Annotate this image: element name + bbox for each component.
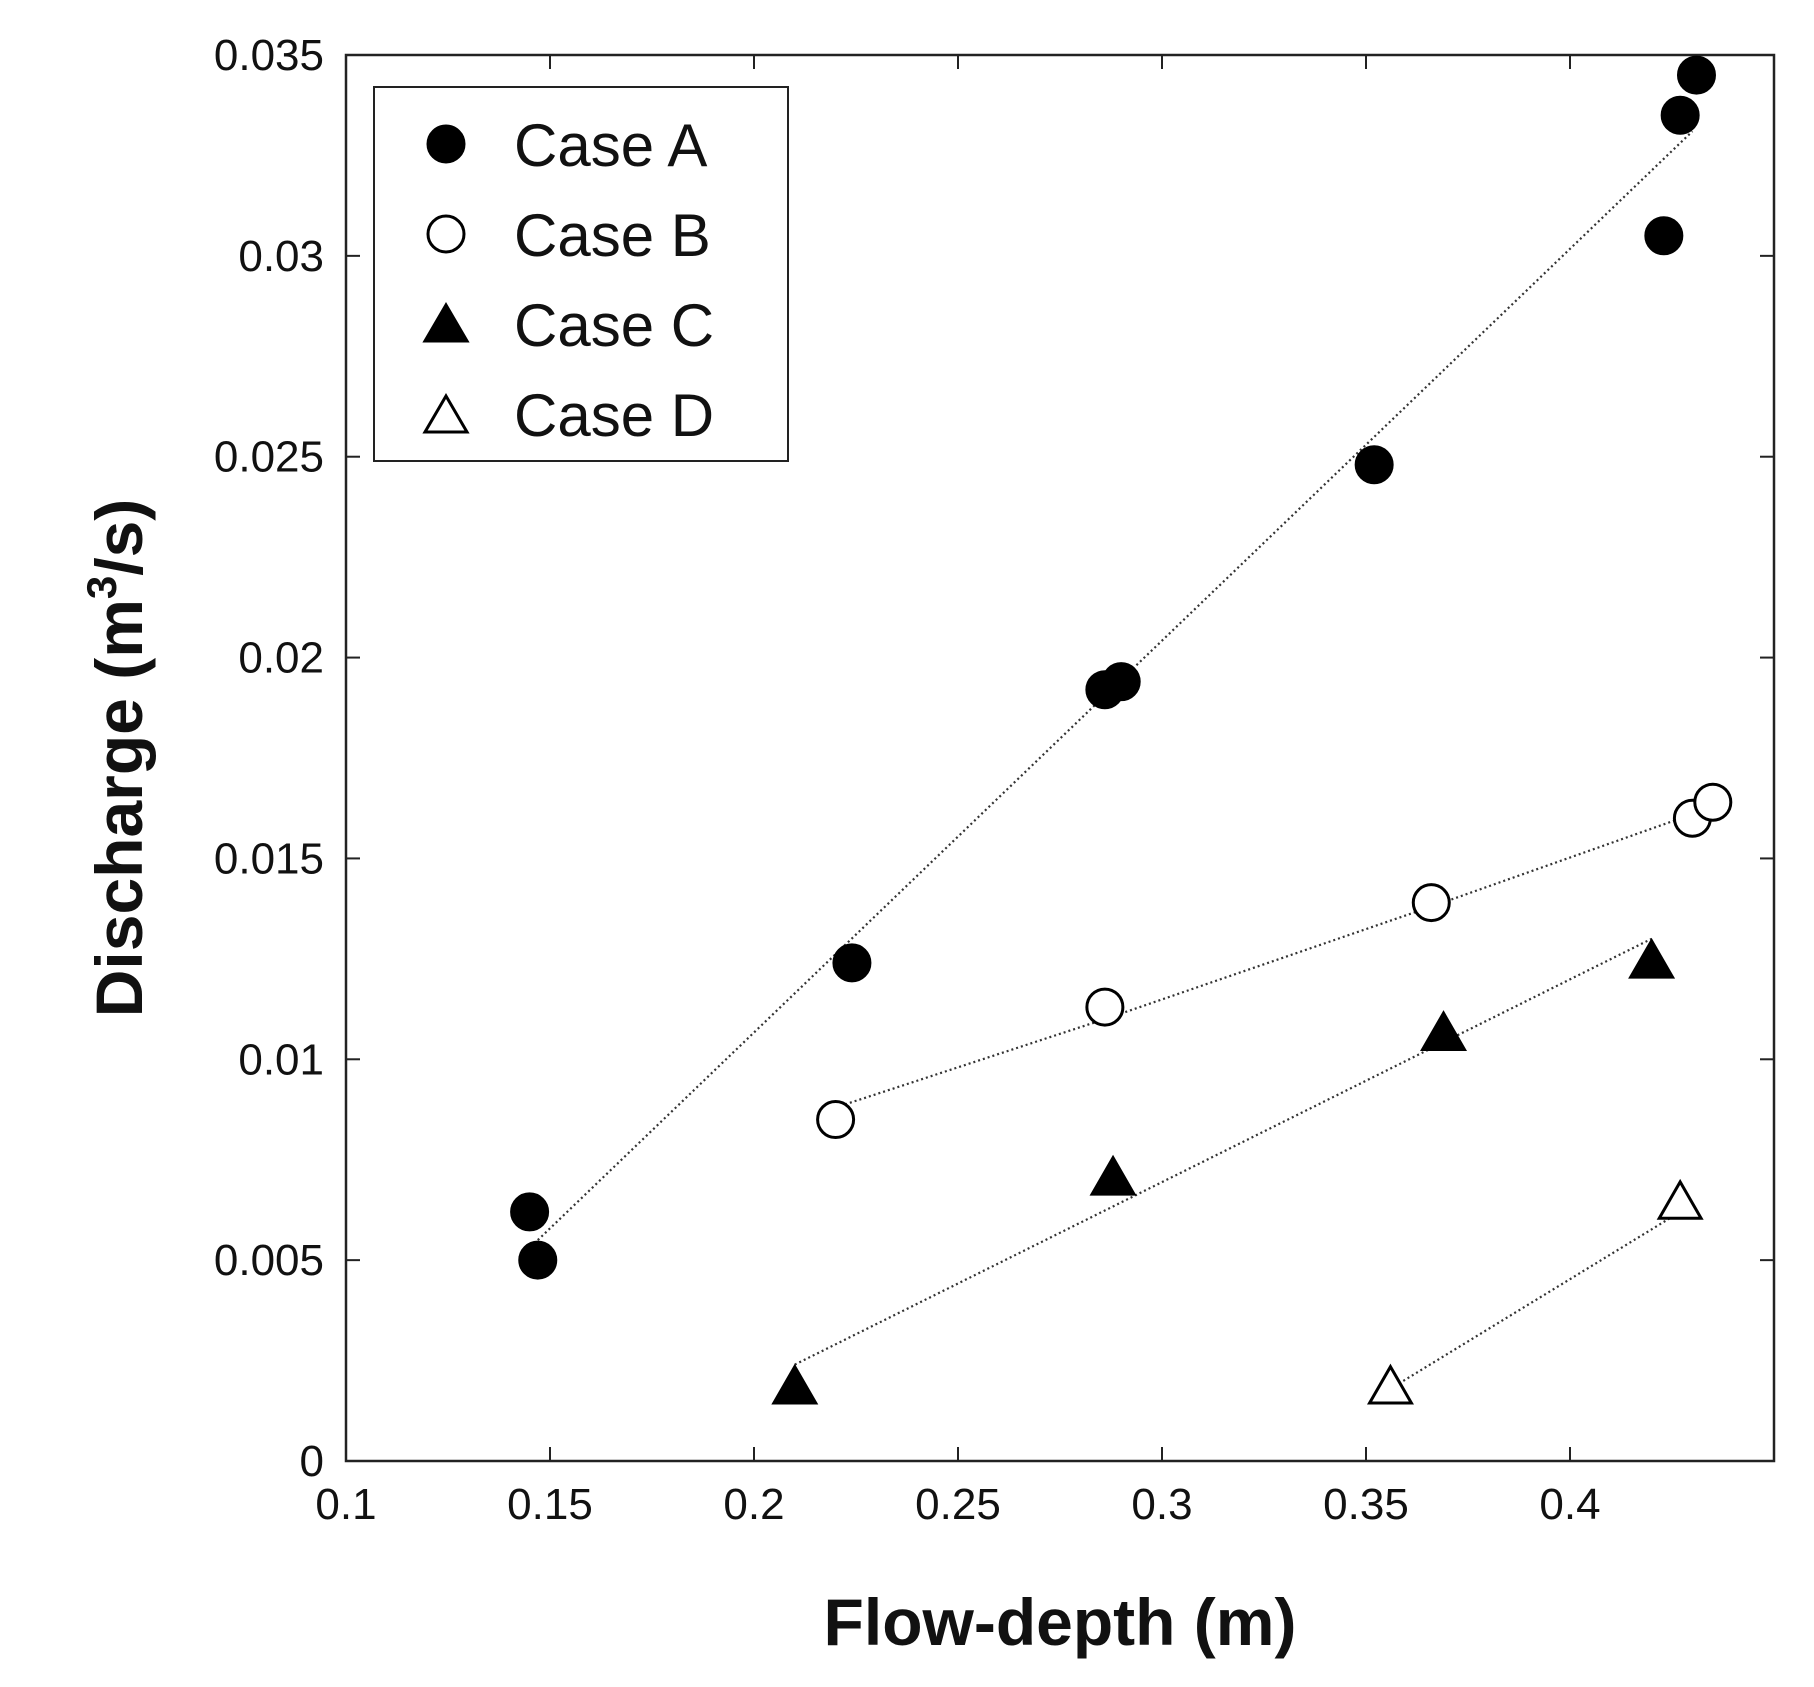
y-axis-title-superscript: 3	[78, 576, 125, 599]
y-tick-label: 0.025	[214, 433, 324, 482]
data-point-case-a	[1644, 216, 1684, 256]
x-tick-label: 0.1	[315, 1480, 376, 1529]
data-point-case-d	[1366, 1363, 1414, 1405]
data-point-case-b	[1085, 987, 1125, 1027]
y-tick-label: 0.015	[214, 834, 324, 883]
legend-label-case-c: Case C	[514, 292, 714, 359]
data-point-case-c	[771, 1363, 819, 1405]
legend-label-case-d: Case D	[514, 382, 714, 449]
x-axis-title: Flow-depth (m)	[824, 1585, 1297, 1659]
trend-line-case-d	[1389, 1210, 1681, 1390]
y-tick-label: 0	[300, 1437, 324, 1486]
data-markers	[510, 55, 1733, 1405]
data-point-case-a	[1660, 95, 1700, 135]
data-point-case-b	[1411, 883, 1451, 923]
data-point-case-a	[510, 1192, 550, 1232]
x-tick-label: 0.4	[1539, 1480, 1600, 1529]
legend-marker-case-b	[426, 214, 466, 254]
y-axis-title-main: Discharge (m	[82, 599, 156, 1017]
x-tick-label: 0.15	[507, 1480, 593, 1529]
y-tick-label: 0.005	[214, 1236, 324, 1285]
trend-line-case-b	[835, 813, 1693, 1109]
y-tick-label: 0.02	[238, 634, 324, 683]
legend-marker-case-d	[422, 393, 470, 434]
y-tick-label: 0.03	[238, 232, 324, 281]
data-point-case-b	[816, 1100, 856, 1140]
legend: Case A Case B Case C Case D	[373, 86, 789, 462]
data-point-case-d	[1656, 1178, 1704, 1220]
data-point-case-a	[1676, 55, 1716, 95]
x-tick-label: 0.25	[915, 1480, 1001, 1529]
data-point-case-a	[1354, 445, 1394, 485]
data-point-case-c	[1420, 1010, 1468, 1051]
data-point-case-c	[1089, 1154, 1137, 1196]
y-axis-title-end: /s)	[82, 499, 156, 576]
data-point-case-a	[1101, 662, 1141, 702]
x-axis: 0.1 0.15 0.2 0.25 0.3 0.35 0.4	[315, 55, 1601, 1529]
legend-label-case-a: Case A	[514, 112, 707, 179]
data-point-case-a	[832, 943, 872, 983]
legend-label-case-b: Case B	[514, 202, 711, 269]
data-point-case-c	[1628, 937, 1676, 979]
y-tick-label: 0.01	[238, 1035, 324, 1084]
legend-marker-case-a	[426, 124, 466, 164]
y-axis-title: Discharge (m3/s)	[78, 499, 156, 1018]
x-tick-label: 0.3	[1131, 1480, 1192, 1529]
x-tick-label: 0.35	[1323, 1480, 1409, 1529]
data-point-case-b	[1693, 782, 1733, 822]
y-axis: 0 0.005 0.01 0.015 0.02 0.025 0.03 0.035	[214, 31, 1774, 1486]
y-tick-label: 0.035	[214, 31, 324, 80]
x-tick-label: 0.2	[723, 1480, 784, 1529]
legend-marker-case-c	[422, 302, 470, 343]
data-point-case-a	[518, 1240, 558, 1280]
